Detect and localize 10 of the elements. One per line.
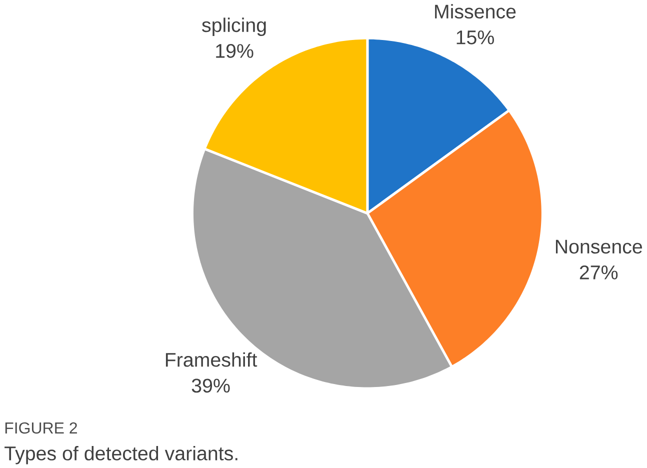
data-label: 27% <box>580 265 618 280</box>
slice-label: Frameshift <box>166 352 258 367</box>
data-label: 39% <box>192 378 230 392</box>
data-label: 19% <box>216 44 254 58</box>
slice-label: Missence <box>435 4 516 18</box>
slice-label: Nonsence <box>556 240 642 254</box>
caption: FIGURE 2 <box>5 422 77 434</box>
slice-label: splicing <box>202 17 266 36</box>
text: Types of detected variants. <box>4 446 238 464</box>
data-label: 15% <box>456 30 494 44</box>
